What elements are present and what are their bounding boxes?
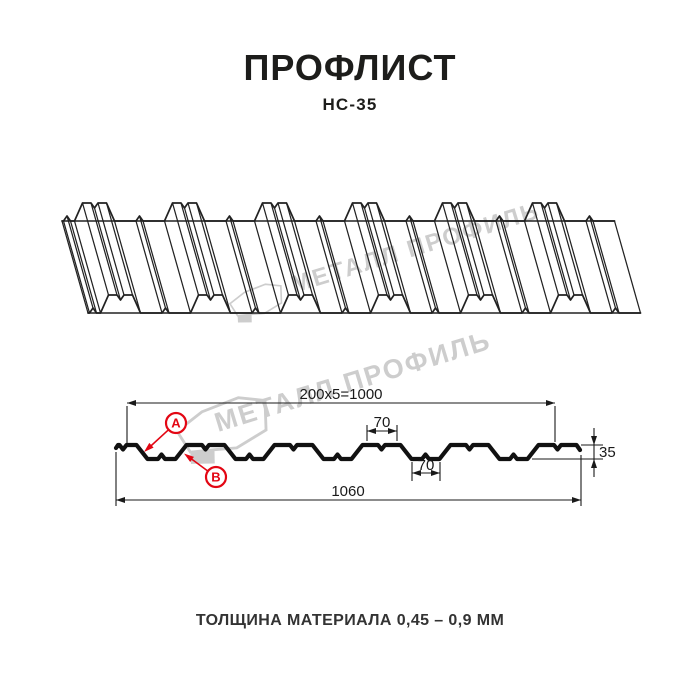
dim-top-flange: 70 [374,414,391,431]
watermark-text: МЕТАЛЛ ПРОФИЛЬ [288,197,543,298]
page-title: ПРОФЛИСТ [243,47,457,88]
material-thickness-note: ТОЛЩИНА МАТЕРИАЛА 0,45 – 0,9 ММ [195,612,505,629]
callout-a-label: A [171,416,181,431]
profile-3d-drawing: МЕТАЛЛ ПРОФИЛЬ [61,197,642,323]
header: ПРОФЛИСТ НС-35 [0,50,700,115]
profile-model: НС-35 [322,95,378,114]
cross-section-drawing: МЕТАЛЛ ПРОФИЛЬ 200x5=1000 70 70 35 1060 … [113,330,616,506]
callout-leaders [144,429,209,472]
dim-overall: 1060 [331,483,364,500]
callout-a-circle [164,411,188,435]
dimension-arrows [116,400,597,503]
section-profile-outline [113,442,583,462]
callout-b-label: B [211,470,220,485]
dim-bottom-flange: 70 [418,457,435,474]
sheet-line-art [61,202,642,314]
metall-profil-logo-icon [228,283,283,323]
dim-height: 35 [599,444,616,461]
dim-coverage: 200x5=1000 [300,386,383,403]
watermark-text: МЕТАЛЛ ПРОФИЛЬ [211,330,495,438]
callout-b-circle [204,465,228,489]
